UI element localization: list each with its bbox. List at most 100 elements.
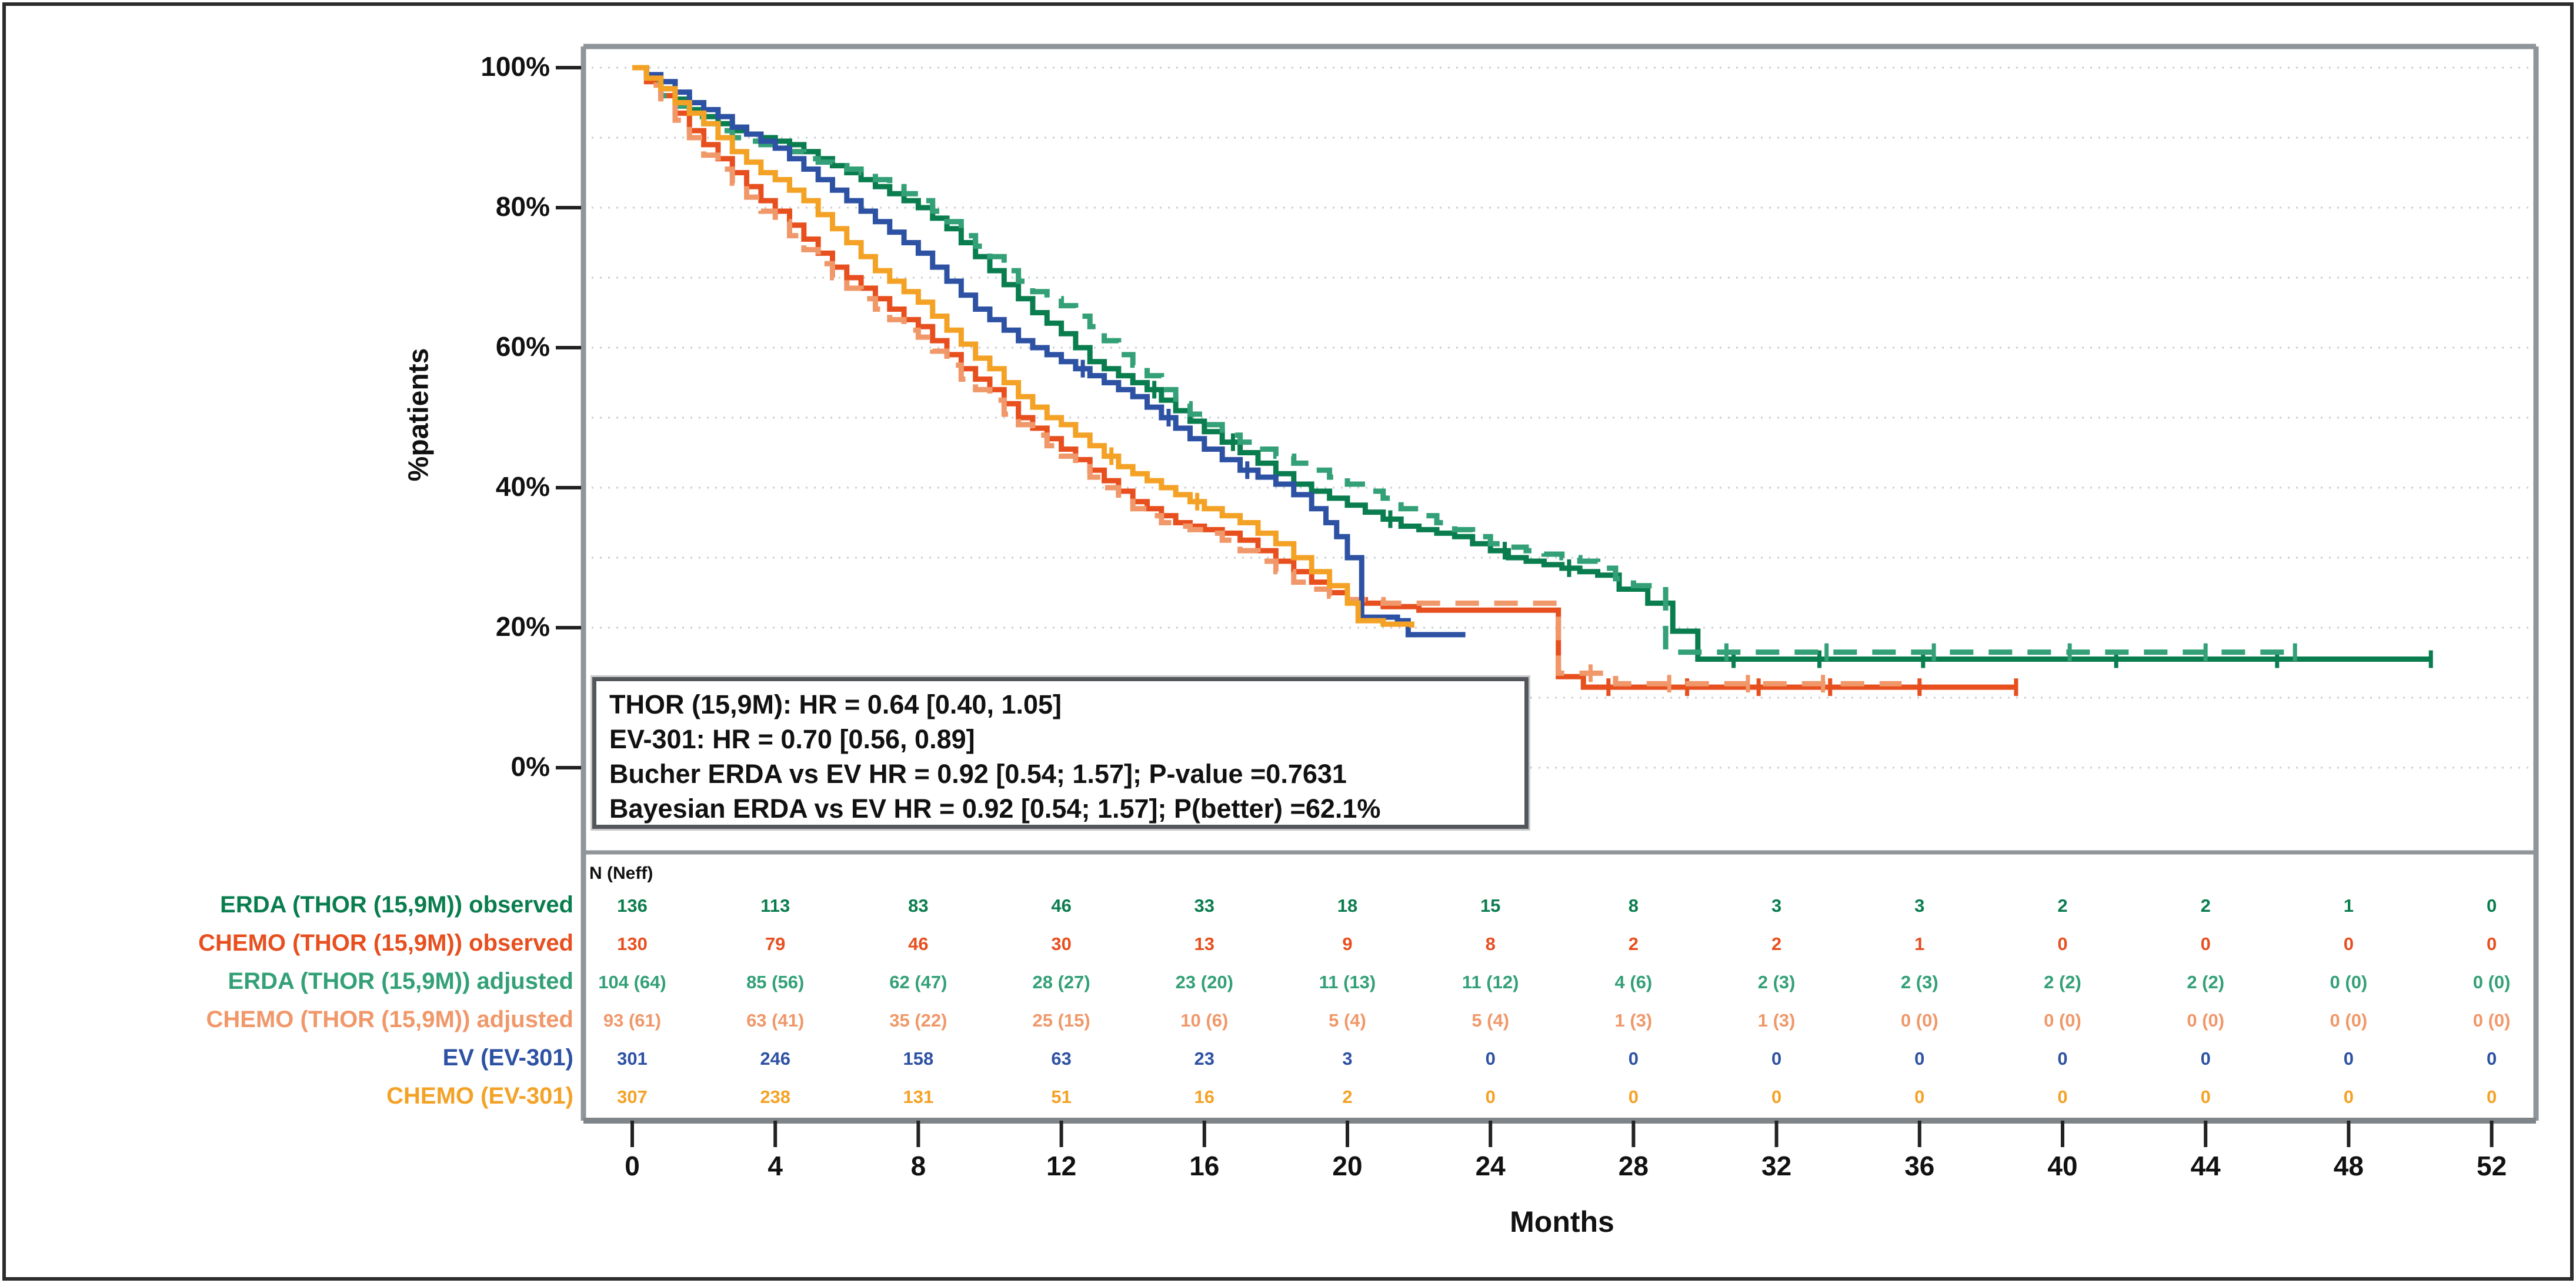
risk-cell-r6-m36: 0 <box>1914 1087 1925 1107</box>
risk-cell-r5-m20: 3 <box>1342 1048 1353 1069</box>
x-tick-label-20: 20 <box>1332 1151 1363 1181</box>
risk-cell-r1-m40: 2 <box>2057 895 2068 916</box>
risk-cell-r2-m32: 2 <box>1771 934 1782 954</box>
risk-cell-r4-m40: 0 (0) <box>2044 1010 2081 1031</box>
y-tick-label-80: 80% <box>495 191 550 222</box>
risk-cell-r6-m8: 131 <box>903 1087 934 1107</box>
risk-cell-r2-m44: 0 <box>2200 934 2211 954</box>
series-ev-ev301-curve <box>632 65 1466 638</box>
risk-cell-r4-m16: 10 (6) <box>1180 1010 1229 1031</box>
risk-cell-r1-m52: 0 <box>2486 895 2497 916</box>
x-tick-label-28: 28 <box>1618 1151 1649 1181</box>
y-tick-label-40: 40% <box>495 471 550 502</box>
risk-cell-r3-m12: 28 (27) <box>1032 972 1090 992</box>
risk-cell-r6-m52: 0 <box>2486 1087 2497 1107</box>
risk-cell-r4-m4: 63 (41) <box>746 1010 805 1031</box>
risk-cell-r1-m20: 18 <box>1337 895 1358 916</box>
risk-cell-r4-m12: 25 (15) <box>1032 1010 1090 1031</box>
x-tick-label-36: 36 <box>1904 1151 1935 1181</box>
x-tick-label-32: 32 <box>1761 1151 1792 1181</box>
risk-row-label-4: CHEMO (THOR (15,9M)) adjusted <box>206 1007 573 1032</box>
risk-table-header: N (Neff) <box>589 864 653 883</box>
risk-cell-r6-m24: 0 <box>1485 1087 1496 1107</box>
risk-cell-r6-m16: 16 <box>1194 1087 1215 1107</box>
risk-cell-r2-m24: 8 <box>1485 934 1496 954</box>
risk-cell-r3-m4: 85 (56) <box>746 972 805 992</box>
risk-cell-r2-m0: 130 <box>617 934 648 954</box>
risk-cell-r6-m28: 0 <box>1628 1087 1639 1107</box>
risk-cell-r3-m8: 62 (47) <box>889 972 947 992</box>
risk-row-label-5: EV (EV-301) <box>442 1045 573 1071</box>
risk-cell-r5-m12: 63 <box>1051 1048 1072 1069</box>
risk-cell-r4-m24: 5 (4) <box>1471 1010 1510 1031</box>
risk-cell-r4-m36: 0 (0) <box>1900 1010 1938 1031</box>
x-tick-label-40: 40 <box>2047 1151 2078 1181</box>
series-chemo-thor-observed-curve <box>632 65 2016 690</box>
risk-cell-r1-m4: 113 <box>760 895 790 916</box>
risk-cell-r6-m48: 0 <box>2343 1087 2354 1107</box>
risk-cell-r3-m28: 4 (6) <box>1614 972 1653 992</box>
risk-cell-r4-m52: 0 (0) <box>2472 1010 2511 1031</box>
annotation-line-bucher: Bucher ERDA vs EV HR = 0.92 [0.54; 1.57]… <box>609 759 1347 789</box>
risk-cell-r1-m16: 33 <box>1194 895 1215 916</box>
x-tick-label-52: 52 <box>2477 1151 2507 1181</box>
risk-cell-r2-m4: 79 <box>765 934 786 954</box>
risk-cell-r4-m28: 1 (3) <box>1614 1010 1653 1031</box>
risk-cell-r1-m12: 46 <box>1051 895 1072 916</box>
y-tick-label-60: 60% <box>495 331 550 362</box>
risk-cell-r1-m28: 8 <box>1628 895 1639 916</box>
risk-cell-r4-m32: 1 (3) <box>1757 1010 1796 1031</box>
risk-cell-r3-m36: 2 (3) <box>1900 972 1938 992</box>
risk-cell-r4-m44: 0 (0) <box>2187 1010 2225 1031</box>
annotation-line-bayesian: Bayesian ERDA vs EV HR = 0.92 [0.54; 1.5… <box>609 794 1381 824</box>
risk-cell-r1-m0: 136 <box>617 895 648 916</box>
x-tick-label-24: 24 <box>1475 1151 1506 1181</box>
risk-cell-r6-m40: 0 <box>2057 1087 2068 1107</box>
risk-cell-r5-m44: 0 <box>2200 1048 2211 1069</box>
risk-cell-r6-m44: 0 <box>2200 1087 2211 1107</box>
risk-cell-r6-m12: 51 <box>1051 1087 1072 1107</box>
hr-annotation-box: THOR (15,9M): HR = 0.64 [0.40, 1.05] EV-… <box>592 677 1529 829</box>
risk-row-label-2: CHEMO (THOR (15,9M)) observed <box>198 930 573 956</box>
risk-cell-r3-m24: 11 (12) <box>1461 972 1519 992</box>
risk-cell-r1-m48: 1 <box>2343 895 2354 916</box>
series-erda-thor-observed-curve <box>632 65 2431 662</box>
risk-cell-r3-m20: 11 (13) <box>1319 972 1376 992</box>
risk-cell-r5-m40: 0 <box>2057 1048 2068 1069</box>
risk-cell-r2-m20: 9 <box>1342 934 1353 954</box>
risk-row-label-6: CHEMO (EV-301) <box>386 1083 573 1109</box>
risk-cell-r5-m36: 0 <box>1914 1048 1925 1069</box>
x-tick-label-0: 0 <box>625 1151 640 1181</box>
risk-cell-r4-m8: 35 (22) <box>889 1010 947 1031</box>
risk-cell-r5-m32: 0 <box>1771 1048 1782 1069</box>
risk-cell-r1-m8: 83 <box>908 895 929 916</box>
risk-cell-r3-m32: 2 (3) <box>1757 972 1796 992</box>
x-tick-label-48: 48 <box>2333 1151 2364 1181</box>
risk-row-label-1: ERDA (THOR (15,9M)) observed <box>220 892 573 918</box>
risk-cell-r3-m48: 0 (0) <box>2330 972 2368 992</box>
risk-cell-r5-m24: 0 <box>1485 1048 1496 1069</box>
x-tick-label-16: 16 <box>1189 1151 1220 1181</box>
risk-cell-r2-m52: 0 <box>2486 934 2497 954</box>
risk-cell-r2-m36: 1 <box>1914 934 1925 954</box>
series-chemo-thor-adjusted-curve <box>632 65 1902 687</box>
risk-cell-r6-m32: 0 <box>1771 1087 1782 1107</box>
risk-cell-r2-m8: 46 <box>908 934 929 954</box>
y-tick-label-20: 20% <box>495 611 550 642</box>
risk-cell-r2-m16: 13 <box>1194 934 1215 954</box>
y-tick-label-100: 100% <box>481 51 550 82</box>
risk-cell-r1-m36: 3 <box>1914 895 1925 916</box>
risk-cell-r6-m20: 2 <box>1342 1087 1353 1107</box>
x-tick-label-8: 8 <box>910 1151 926 1181</box>
risk-cell-r5-m16: 23 <box>1194 1048 1215 1069</box>
risk-cell-r2-m48: 0 <box>2343 934 2354 954</box>
risk-cell-r2-m28: 2 <box>1628 934 1639 954</box>
risk-cell-r2-m12: 30 <box>1051 934 1072 954</box>
risk-cell-r6-m0: 307 <box>617 1087 648 1107</box>
risk-cell-r5-m4: 246 <box>760 1048 791 1069</box>
risk-row-label-3: ERDA (THOR (15,9M)) adjusted <box>228 968 573 994</box>
risk-cell-r5-m8: 158 <box>903 1048 934 1069</box>
risk-cell-r5-m28: 0 <box>1628 1048 1639 1069</box>
risk-cell-r3-m0: 104 (64) <box>598 972 666 992</box>
risk-cell-r5-m0: 301 <box>617 1048 648 1069</box>
